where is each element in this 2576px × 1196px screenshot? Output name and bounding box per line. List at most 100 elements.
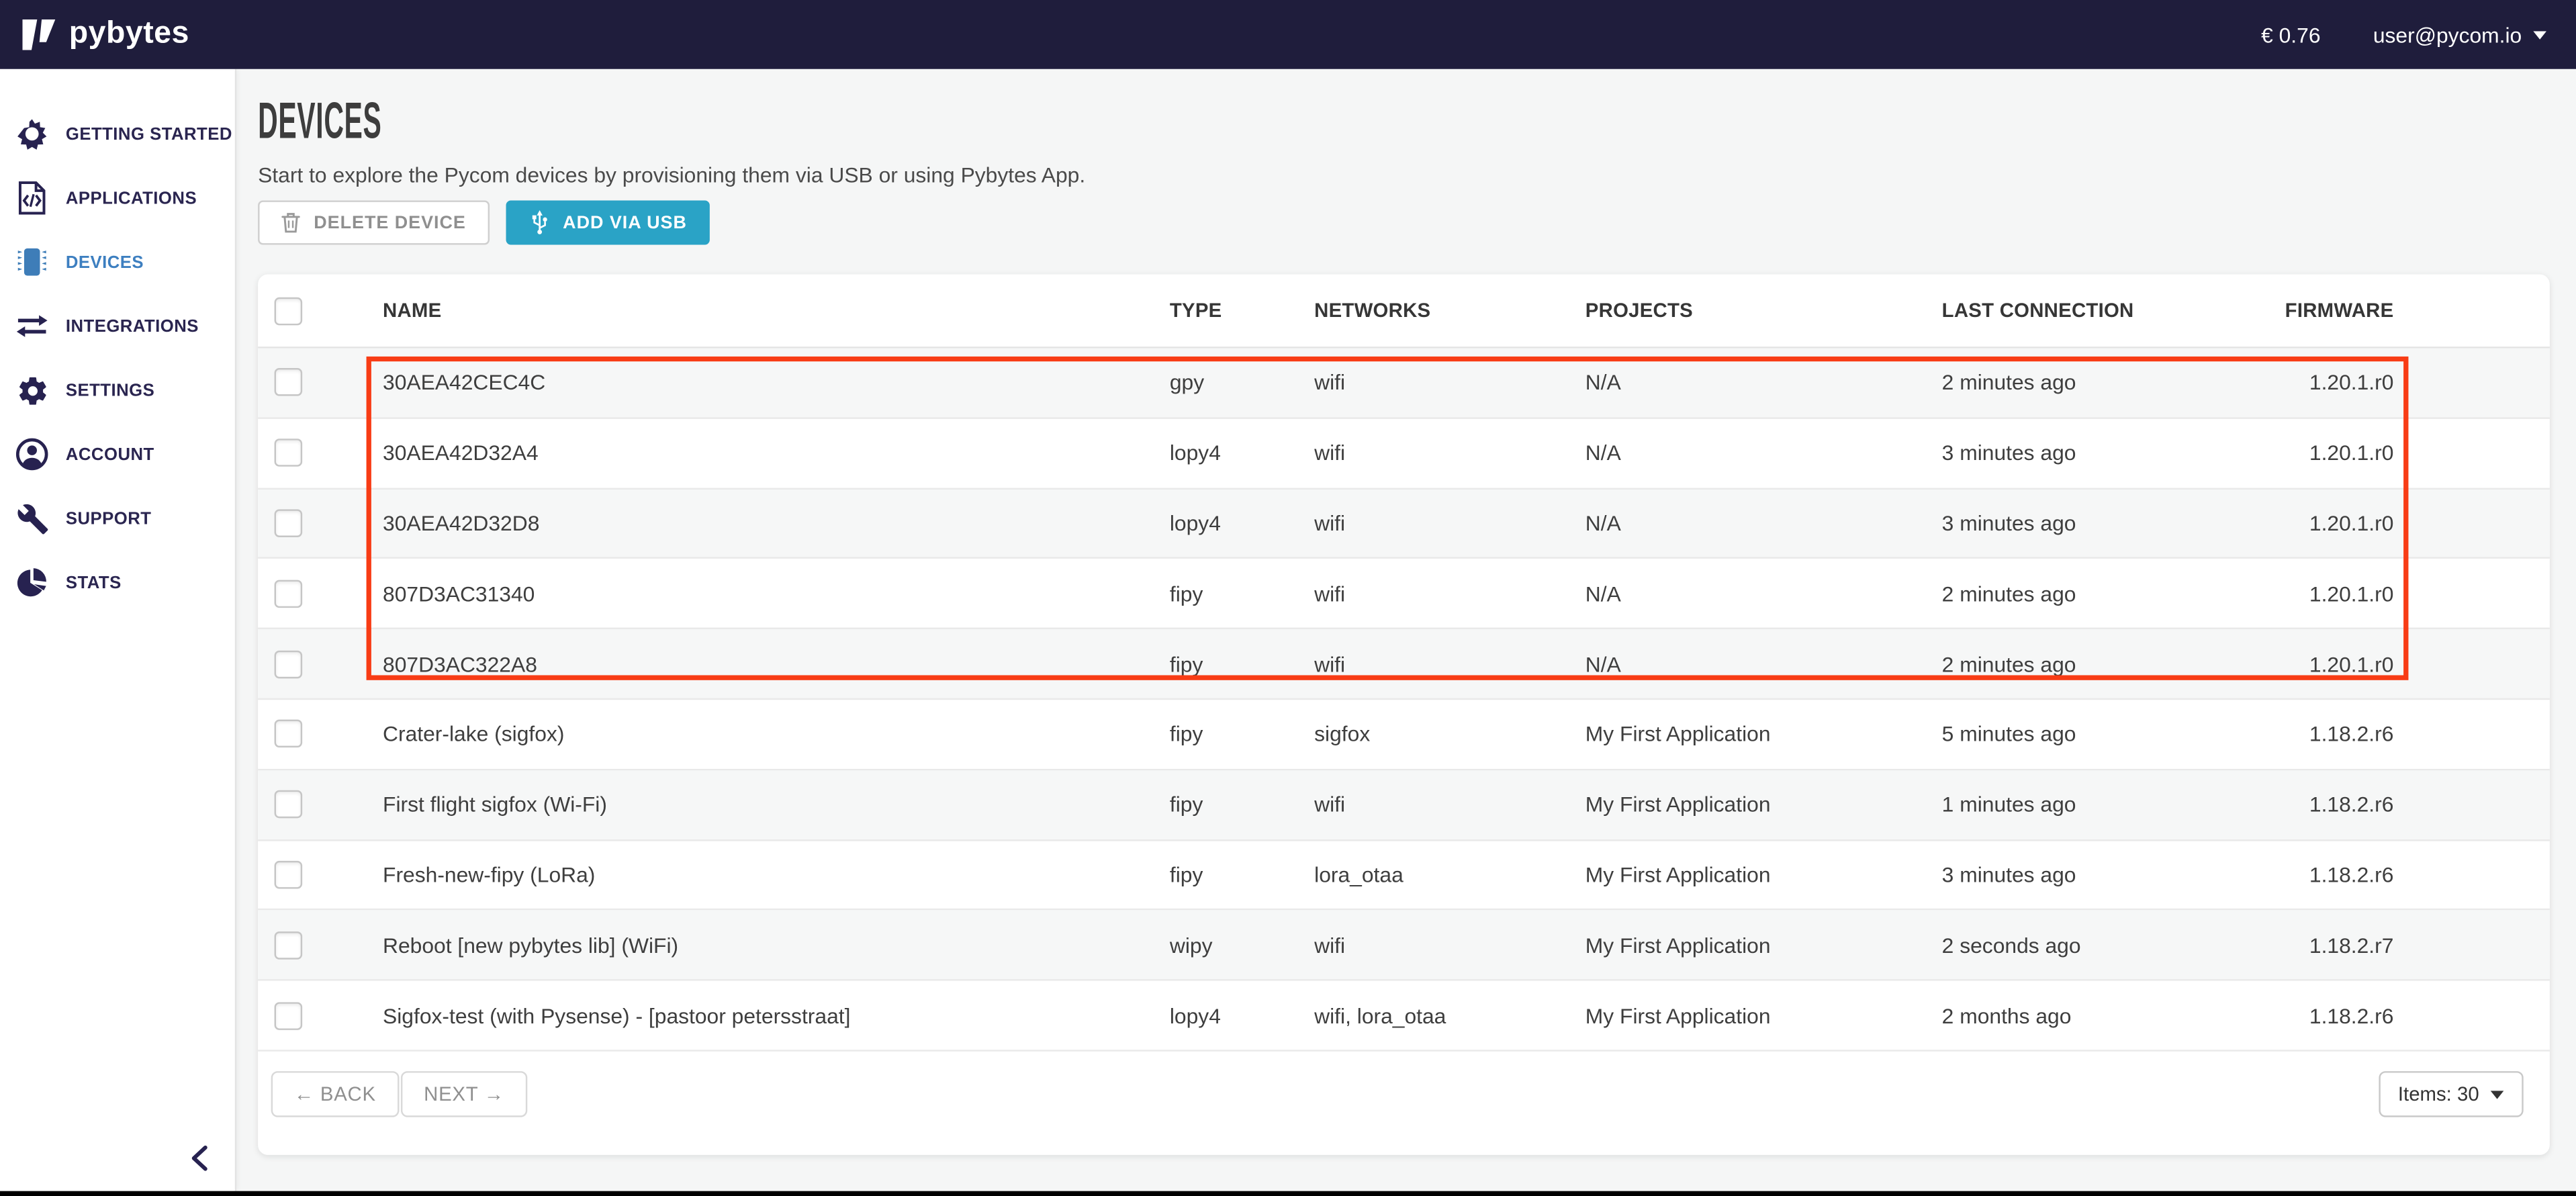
cell-type: fipy xyxy=(1169,862,1203,887)
cell-firmware: 1.20.1.r0 xyxy=(2309,510,2394,536)
cell-name: First flight sigfox (Wi-Fi) xyxy=(383,792,607,817)
cell-name: Fresh-new-fipy (LoRa) xyxy=(383,862,596,887)
cell-last-connection: 1 minutes ago xyxy=(1941,792,2076,817)
cell-firmware: 1.20.1.r0 xyxy=(2309,370,2394,396)
trash-icon xyxy=(281,213,300,233)
arrows-exchange-icon xyxy=(15,309,49,343)
cell-name: 807D3AC31340 xyxy=(383,581,535,606)
sidebar-item-getting-started[interactable]: GETTING STARTED xyxy=(0,102,235,166)
sidebar-item-account[interactable]: ACCOUNT xyxy=(0,422,235,486)
chevron-down-icon xyxy=(2533,30,2546,39)
cell-projects: N/A xyxy=(1585,651,1621,676)
main-content: DEVICES Start to explore the Pycom devic… xyxy=(234,68,2576,1191)
sidebar-item-applications[interactable]: APPLICATIONS xyxy=(0,166,235,230)
sidebar-item-support[interactable]: SUPPORT xyxy=(0,486,235,550)
header-last-connection[interactable]: LAST CONNECTION xyxy=(1941,299,2134,322)
cell-projects: My First Application xyxy=(1585,932,1771,958)
cell-firmware: 1.18.2.r7 xyxy=(2309,932,2394,958)
pybytes-logo[interactable]: pybytes xyxy=(0,16,189,52)
cell-projects: My First Application xyxy=(1585,721,1771,747)
table-row[interactable]: 30AEA42D32D8 lopy4 wifi N/A 3 minutes ag… xyxy=(258,489,2550,559)
row-checkbox[interactable] xyxy=(274,790,303,819)
row-checkbox[interactable] xyxy=(274,860,303,889)
sidebar-item-devices[interactable]: DEVICES xyxy=(0,230,235,293)
toolbar: DELETE DEVICE ADD VIA USB xyxy=(258,200,710,245)
gear-icon xyxy=(15,373,49,407)
cell-name: 30AEA42CEC4C xyxy=(383,370,546,396)
sidebar-nav: GETTING STARTED APPLICATIONS DEVICES INT… xyxy=(0,69,235,614)
page-subtitle: Start to explore the Pycom devices by pr… xyxy=(258,163,1086,187)
sidebar-item-stats[interactable]: STATS xyxy=(0,551,235,614)
header-type[interactable]: TYPE xyxy=(1169,299,1222,322)
chevron-down-icon xyxy=(2490,1090,2504,1099)
table-row[interactable]: Fresh-new-fipy (LoRa) fipy lora_otaa My … xyxy=(258,841,2550,911)
table-row[interactable]: 807D3AC322A8 fipy wifi N/A 2 minutes ago… xyxy=(258,629,2550,700)
cell-projects: N/A xyxy=(1585,581,1621,606)
row-checkbox[interactable] xyxy=(274,439,303,467)
row-checkbox[interactable] xyxy=(274,720,303,749)
header-projects[interactable]: PROJECTS xyxy=(1585,299,1694,322)
chevron-left-icon xyxy=(191,1145,207,1171)
table-header-row: NAME TYPE NETWORKS PROJECTS LAST CONNECT… xyxy=(258,275,2550,349)
table-row[interactable]: 807D3AC31340 fipy wifi N/A 2 minutes ago… xyxy=(258,559,2550,630)
header-name[interactable]: NAME xyxy=(383,299,442,322)
table-row[interactable]: Sigfox-test (with Pysense) - [pastoor pe… xyxy=(258,981,2550,1052)
header-networks[interactable]: NETWORKS xyxy=(1314,299,1431,322)
cell-last-connection: 2 minutes ago xyxy=(1941,651,2076,676)
sidebar-collapse-button[interactable] xyxy=(177,1137,220,1180)
cell-type: lopy4 xyxy=(1169,441,1221,465)
cell-type: lopy4 xyxy=(1169,510,1221,536)
logo-text: pybytes xyxy=(68,16,189,51)
table-row[interactable]: 30AEA42D32A4 lopy4 wifi N/A 3 minutes ag… xyxy=(258,418,2550,490)
cell-projects: My First Application xyxy=(1585,862,1771,887)
cell-last-connection: 3 minutes ago xyxy=(1941,510,2076,536)
cell-name: 807D3AC322A8 xyxy=(383,651,537,676)
table-row[interactable]: 30AEA42CEC4C gpy wifi N/A 2 minutes ago … xyxy=(258,348,2550,419)
cell-networks: wifi, lora_otaa xyxy=(1314,1003,1446,1028)
row-checkbox-cell xyxy=(258,439,383,467)
row-checkbox[interactable] xyxy=(274,509,303,537)
sidebar-item-integrations[interactable]: INTEGRATIONS xyxy=(0,294,235,358)
table-row[interactable]: First flight sigfox (Wi-Fi) fipy wifi My… xyxy=(258,770,2550,841)
back-button[interactable]: ← BACK xyxy=(271,1071,400,1117)
cell-type: lopy4 xyxy=(1169,1003,1221,1028)
header-firmware[interactable]: FIRMWARE xyxy=(2285,299,2394,322)
cell-last-connection: 2 months ago xyxy=(1941,1003,2072,1028)
cell-type: fipy xyxy=(1169,721,1203,747)
next-button[interactable]: NEXT → xyxy=(400,1071,528,1117)
delete-device-button[interactable]: DELETE DEVICE xyxy=(258,200,490,245)
cell-projects: My First Application xyxy=(1585,1003,1771,1028)
cell-type: wipy xyxy=(1169,932,1213,958)
cell-networks: wifi xyxy=(1314,792,1346,817)
code-document-icon xyxy=(15,181,49,215)
cell-networks: sigfox xyxy=(1314,721,1371,747)
select-all-checkbox[interactable] xyxy=(274,296,303,325)
sidebar-item-settings[interactable]: SETTINGS xyxy=(0,358,235,422)
row-checkbox[interactable] xyxy=(274,1001,303,1029)
cell-firmware: 1.18.2.r6 xyxy=(2309,721,2394,747)
row-checkbox[interactable] xyxy=(274,649,303,678)
table-row[interactable]: Crater-lake (sigfox) fipy sigfox My Firs… xyxy=(258,700,2550,770)
add-via-usb-button[interactable]: ADD VIA USB xyxy=(505,200,710,245)
row-checkbox-cell xyxy=(258,1001,383,1029)
cell-firmware: 1.18.2.r6 xyxy=(2309,792,2394,817)
cell-type: fipy xyxy=(1169,792,1203,817)
wrench-icon xyxy=(15,501,49,535)
topbar: pybytes € 0.76 user@pycom.io xyxy=(0,0,2576,69)
user-menu[interactable]: user@pycom.io xyxy=(2373,22,2546,47)
cell-name: Reboot [new pybytes lib] (WiFi) xyxy=(383,932,679,958)
topbar-right: € 0.76 user@pycom.io xyxy=(2261,22,2576,47)
row-checkbox-cell xyxy=(258,931,383,960)
cell-type: gpy xyxy=(1169,370,1205,396)
cell-projects: My First Application xyxy=(1585,792,1771,817)
cell-name: Sigfox-test (with Pysense) - [pastoor pe… xyxy=(383,1003,851,1028)
row-checkbox[interactable] xyxy=(274,368,303,397)
cell-networks: wifi xyxy=(1314,441,1346,465)
cell-firmware: 1.20.1.r0 xyxy=(2309,581,2394,606)
items-per-page-dropdown[interactable]: Items: 30 xyxy=(2378,1071,2524,1117)
row-checkbox[interactable] xyxy=(274,931,303,960)
row-checkbox[interactable] xyxy=(274,580,303,608)
cell-last-connection: 2 minutes ago xyxy=(1941,581,2076,606)
table-row[interactable]: Reboot [new pybytes lib] (WiFi) wipy wif… xyxy=(258,911,2550,981)
user-email: user@pycom.io xyxy=(2373,22,2522,47)
